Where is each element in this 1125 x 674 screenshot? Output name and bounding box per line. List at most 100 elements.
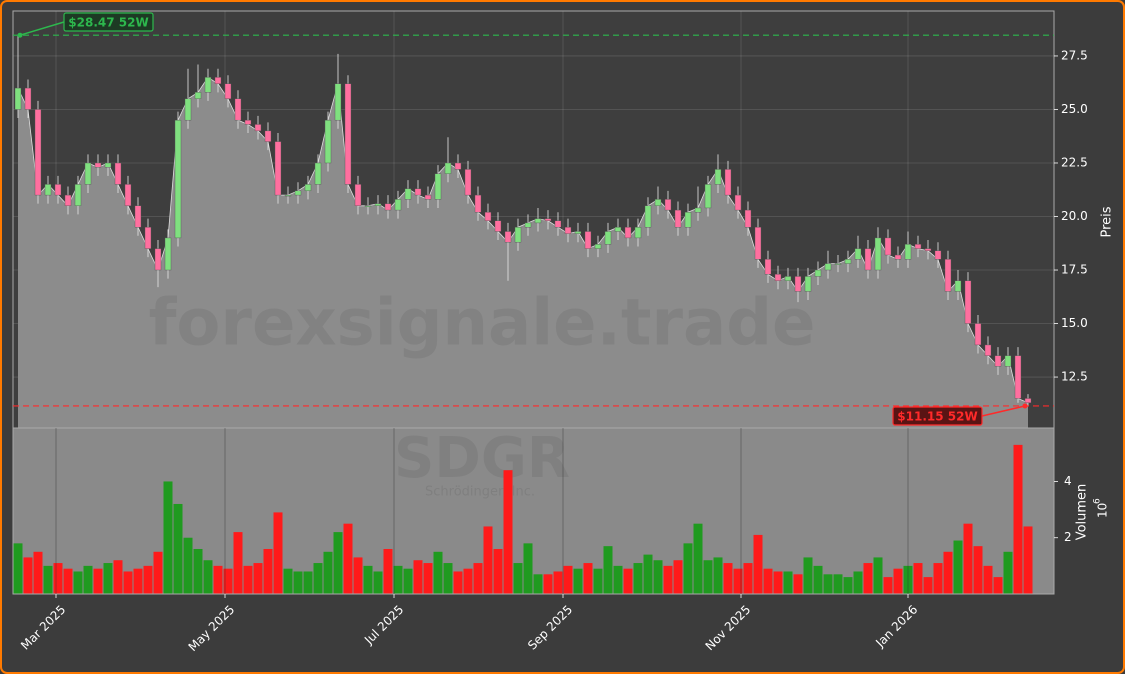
- volume-bar: [103, 563, 113, 594]
- candle-body: [134, 205, 142, 228]
- candle-body: [834, 263, 842, 265]
- volume-bar: [283, 568, 293, 594]
- candle-body: [714, 169, 722, 185]
- candle-body: [274, 141, 282, 196]
- candle-body: [634, 227, 642, 239]
- volume-bar: [623, 568, 633, 594]
- y-tick-label: 15.0: [1061, 316, 1088, 330]
- volume-bar: [653, 560, 663, 594]
- candle-body: [504, 231, 512, 243]
- candle-body: [254, 124, 262, 132]
- candle-body: [294, 190, 302, 196]
- volume-bar: [203, 560, 213, 594]
- candle-body: [194, 92, 202, 99]
- candle-body: [514, 227, 522, 243]
- candle-body: [654, 199, 662, 206]
- candle-body: [464, 169, 472, 196]
- candle-body: [1004, 355, 1012, 367]
- volume-bar: [503, 470, 513, 594]
- candle-body: [114, 162, 122, 185]
- volume-bar: [743, 563, 753, 594]
- candle-body: [734, 194, 742, 211]
- candle-body: [774, 274, 782, 281]
- candle-body: [944, 259, 952, 292]
- y-tick-label: 17.5: [1061, 263, 1088, 277]
- volume-bar: [573, 568, 583, 594]
- volume-bar: [1013, 444, 1023, 594]
- volume-bar: [303, 571, 313, 594]
- volume-bar: [363, 565, 373, 594]
- candle-body: [494, 220, 502, 232]
- candle-body: [954, 280, 962, 292]
- volume-bar: [513, 563, 523, 594]
- volume-bar: [873, 557, 883, 594]
- volume-bar: [23, 557, 33, 594]
- y-tick-label: 12.5: [1061, 370, 1088, 384]
- candle-body: [244, 119, 252, 125]
- candle-body: [364, 205, 372, 207]
- volume-bar: [463, 568, 473, 594]
- volume-bar: [563, 565, 573, 594]
- candle-body: [124, 184, 132, 206]
- volume-bar: [83, 565, 93, 594]
- volume-bar: [723, 563, 733, 594]
- y-axis-label: Preis: [1100, 206, 1115, 237]
- volume-bar: [123, 571, 133, 594]
- volume-bar: [773, 571, 783, 594]
- volume-bar: [553, 571, 563, 594]
- volume-bar: [73, 571, 83, 594]
- volume-bar: [143, 565, 153, 594]
- candle-body: [934, 250, 942, 260]
- candle-body: [304, 184, 312, 192]
- candle-body: [84, 162, 92, 185]
- volume-bar: [273, 512, 283, 594]
- candle-body: [574, 231, 582, 234]
- volume-bar: [813, 565, 823, 594]
- volume-bar: [213, 565, 223, 594]
- candle-body: [554, 220, 562, 228]
- candle-body: [704, 184, 712, 209]
- candle-body: [534, 218, 542, 224]
- volume-bar: [323, 551, 333, 594]
- volume-bar: [393, 565, 403, 594]
- volume-bar: [63, 568, 73, 594]
- volume-bar: [633, 563, 643, 594]
- volume-border: [12, 427, 1055, 595]
- candle-body: [64, 194, 72, 206]
- candle-body: [474, 194, 482, 213]
- y-tick-label: 22.5: [1061, 155, 1088, 169]
- candle-body: [614, 227, 622, 232]
- volume-tick-label: 4: [1064, 474, 1072, 488]
- volume-bar: [703, 560, 713, 594]
- volume-bar: [183, 537, 193, 594]
- candle-body: [444, 162, 452, 174]
- volume-bar: [953, 540, 963, 594]
- volume-bar: [313, 563, 323, 594]
- annotations: $28.47 52W $11.15 52W: [13, 12, 1054, 426]
- volume-bar: [453, 571, 463, 594]
- candle-body: [94, 162, 102, 168]
- volume-bar: [943, 551, 953, 594]
- volume-bar: [163, 481, 173, 594]
- candle-body: [104, 162, 112, 168]
- volume-bar: [973, 546, 983, 594]
- volume-bar: [923, 577, 933, 594]
- candle-body: [394, 199, 402, 211]
- volume-bar: [1003, 551, 1013, 594]
- volume-bar: [893, 568, 903, 594]
- candle-body: [484, 212, 492, 221]
- candle-body: [214, 77, 222, 84]
- candle-body: [904, 244, 912, 260]
- candle-body: [784, 276, 792, 281]
- candle-body: [884, 237, 892, 256]
- offset-base: 10: [1096, 503, 1110, 518]
- candle-body: [284, 194, 292, 197]
- candle-body: [984, 344, 992, 356]
- volume-bar: [473, 563, 483, 594]
- candle-body: [744, 209, 752, 228]
- volume-bar: [913, 563, 923, 594]
- candle-body: [844, 259, 852, 264]
- volume-axis-label: Volumen: [1075, 484, 1090, 541]
- annotation-arrowhead: [1022, 403, 1028, 409]
- volume-bar: [603, 546, 613, 594]
